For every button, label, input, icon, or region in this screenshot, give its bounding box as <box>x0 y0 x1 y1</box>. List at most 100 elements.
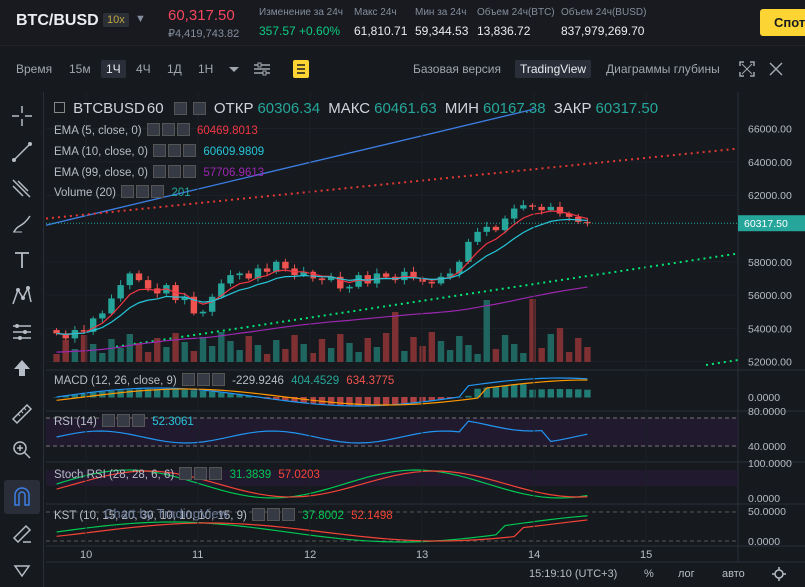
candle-body <box>501 218 509 231</box>
price-tick-label: 54000.00 <box>748 323 792 335</box>
lock-drawings-icon[interactable] <box>10 522 34 546</box>
eye-icon[interactable] <box>146 123 160 136</box>
settings-icon[interactable] <box>267 508 281 521</box>
settings-list-icon[interactable] <box>290 58 312 80</box>
depth-chart-tab[interactable]: Диаграммы глубины <box>606 62 720 76</box>
chart-interval: 60 <box>146 100 164 117</box>
tradingview-tab[interactable]: TradingView <box>515 60 592 78</box>
auto-toggle[interactable]: авто <box>722 568 745 580</box>
macd-histogram-bar <box>163 389 170 398</box>
stat-value: 61,810.71 <box>354 24 408 38</box>
macd-histogram-bar <box>501 385 509 398</box>
candle-body <box>300 271 307 276</box>
eye-icon[interactable] <box>153 165 167 178</box>
indicators-icon[interactable] <box>251 58 273 80</box>
kst-signal-value: 52.1498 <box>351 510 393 522</box>
eye-icon[interactable] <box>181 373 195 386</box>
candle-body <box>327 276 335 281</box>
macd-hist-value: -229.9246 <box>232 375 284 387</box>
settings-icon[interactable] <box>196 373 210 386</box>
symbol-title[interactable]: BTC/BUSD <box>16 12 99 29</box>
macd-histogram-bar <box>273 397 280 400</box>
log-toggle[interactable]: лог <box>678 568 695 580</box>
macd-tick-label: 0.0000 <box>748 392 780 404</box>
volume-bar <box>547 334 555 362</box>
close-icon[interactable] <box>211 373 225 386</box>
crosshair-icon[interactable] <box>10 104 34 128</box>
close-icon[interactable] <box>282 508 296 521</box>
eye-icon[interactable] <box>252 508 266 521</box>
interval-1h[interactable]: 1Ч <box>101 60 126 78</box>
close-icon[interactable] <box>209 467 223 480</box>
zoom-icon[interactable] <box>10 438 34 462</box>
settings-icon[interactable] <box>168 144 182 157</box>
volume-bar <box>337 334 344 362</box>
close-icon[interactable] <box>132 414 146 427</box>
gear-icon[interactable] <box>772 567 786 581</box>
interval-dropdown-icon[interactable] <box>223 58 245 80</box>
ema10-value: 60609.9809 <box>203 146 265 158</box>
close-icon[interactable] <box>183 165 197 178</box>
volume-bar <box>172 333 179 362</box>
stat-label: Объем 24ч(BTC) <box>477 7 555 18</box>
interval-1w[interactable]: 1Н <box>198 62 214 76</box>
eye-icon[interactable] <box>179 467 193 480</box>
settings-icon[interactable] <box>192 102 206 115</box>
hide-toolbar-icon[interactable] <box>10 558 34 582</box>
volume-bar <box>492 349 500 362</box>
eye-icon[interactable] <box>153 144 167 157</box>
macd-histogram-bar <box>282 397 289 401</box>
fib-tool-icon[interactable] <box>10 176 34 200</box>
interval-15m[interactable]: 15м <box>69 62 91 76</box>
volume-bar <box>419 346 426 362</box>
price-tick-label: 64000.00 <box>748 157 792 169</box>
eye-icon[interactable] <box>173 102 187 115</box>
candle-body <box>465 241 472 262</box>
brush-icon[interactable] <box>10 212 34 236</box>
ema10-label: EMA (10, close, 0) <box>54 146 148 158</box>
interval-1d[interactable]: 1Д <box>167 62 182 76</box>
macd-histogram-bar <box>373 397 381 406</box>
fullscreen-icon[interactable] <box>736 58 758 80</box>
volume-bar <box>382 333 390 362</box>
close-label: ЗАКР <box>553 100 592 117</box>
eye-icon[interactable] <box>121 185 135 198</box>
macd-histogram-bar <box>410 397 417 403</box>
candle-body <box>474 231 481 242</box>
settings-icon[interactable] <box>117 414 131 427</box>
close-icon[interactable] <box>765 58 787 80</box>
ruler-icon[interactable] <box>10 402 34 426</box>
time-label[interactable]: Время <box>16 62 53 76</box>
pattern-tool-icon[interactable] <box>10 284 34 308</box>
magnet-button[interactable] <box>4 480 40 514</box>
chart-area[interactable]: 66000.00 64000.00 62000.00 58000.00 56000.00… <box>46 92 805 587</box>
leverage-badge[interactable]: 10x <box>103 13 129 27</box>
trend-line-icon[interactable] <box>10 140 34 164</box>
close-icon[interactable] <box>183 144 197 157</box>
volume-bar <box>437 341 445 362</box>
close-icon[interactable] <box>176 123 190 136</box>
settings-icon[interactable] <box>136 185 150 198</box>
settings-icon[interactable] <box>194 467 208 480</box>
close-icon[interactable] <box>151 185 165 198</box>
spot-button[interactable]: Спот <box>760 9 805 36</box>
macd-histogram-bar <box>575 389 582 398</box>
volume-bar <box>483 300 490 362</box>
volume-bar <box>135 343 143 362</box>
candle-body <box>282 261 289 269</box>
kst-tick-label: 50.0000 <box>748 506 786 518</box>
settings-icon[interactable] <box>161 123 175 136</box>
clock-time[interactable]: 15:19:10 (UTC+3) <box>529 568 618 580</box>
percent-toggle[interactable]: % <box>644 568 654 580</box>
macd-label: MACD (12, 26, close, 9) <box>54 375 177 387</box>
stat-value: 837,979,269.70 <box>561 24 645 38</box>
eye-icon[interactable] <box>102 414 116 427</box>
basic-version-tab[interactable]: Базовая версия <box>413 62 501 76</box>
settings-icon[interactable] <box>168 165 182 178</box>
interval-4h[interactable]: 4Ч <box>136 62 151 76</box>
text-tool-icon[interactable] <box>10 248 34 272</box>
arrow-up-icon[interactable] <box>10 356 34 380</box>
collapse-icon[interactable] <box>54 102 65 113</box>
symbol-dropdown-icon[interactable]: ▼ <box>135 13 146 25</box>
prediction-tool-icon[interactable] <box>10 320 34 344</box>
